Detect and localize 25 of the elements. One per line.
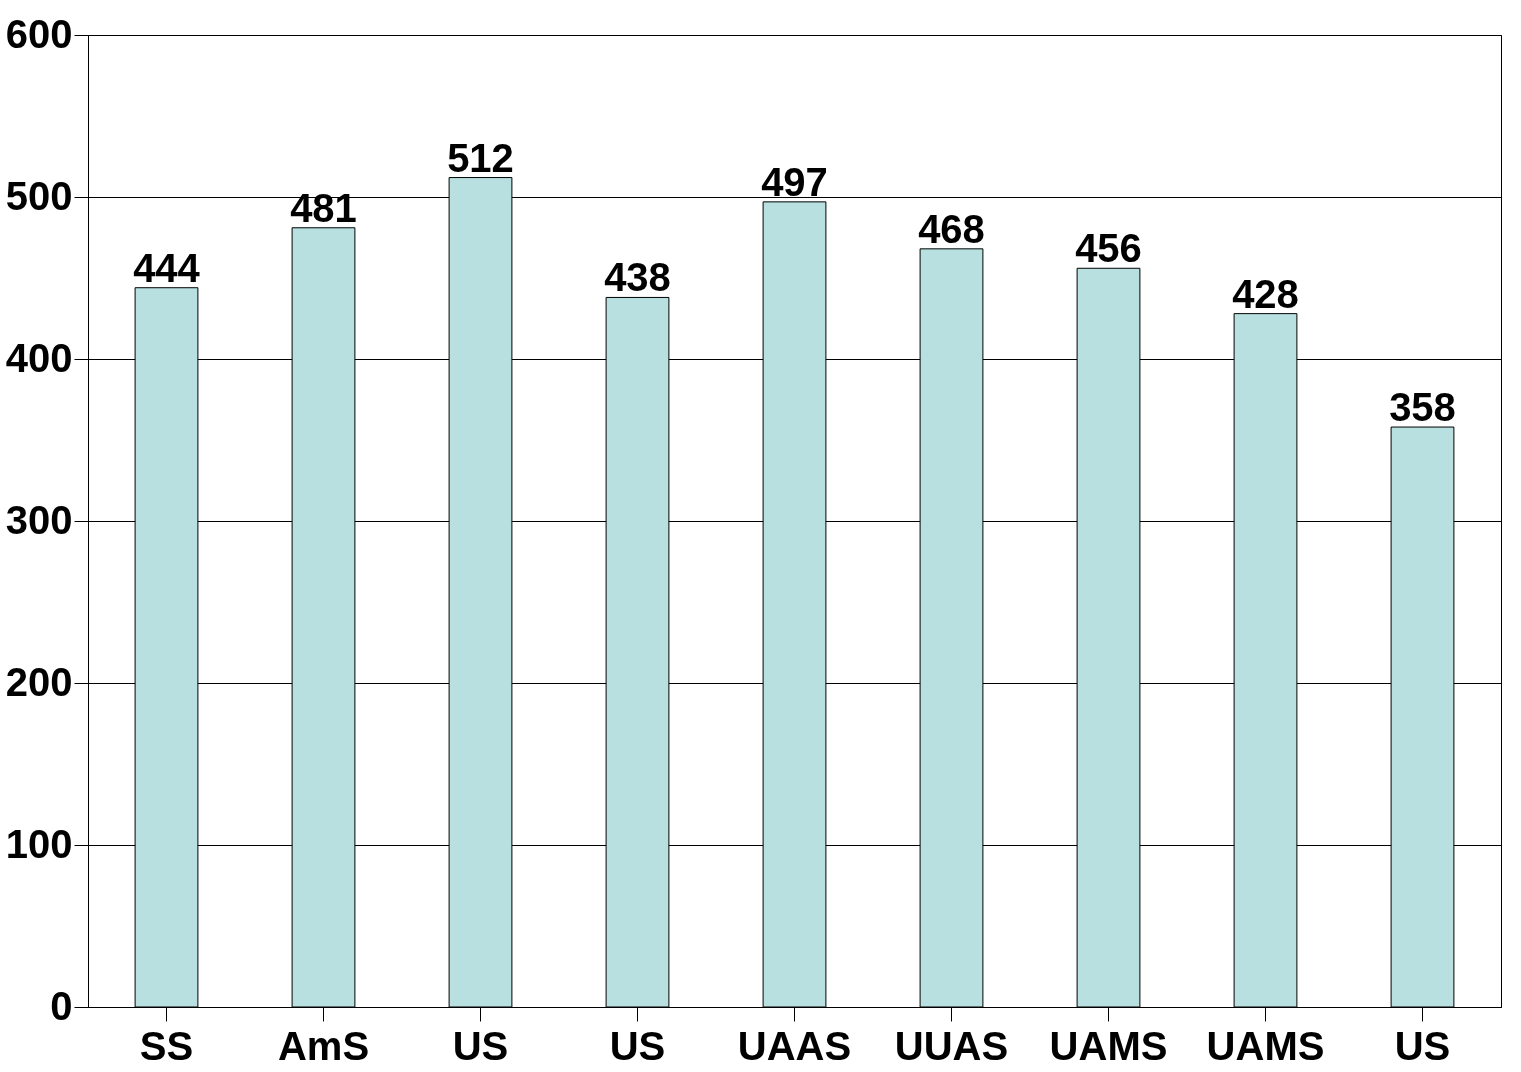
y-tick-label: 100	[5, 821, 73, 866]
x-tick-label: UAMS	[1049, 1023, 1168, 1068]
x-tick-label: UAAS	[737, 1023, 852, 1068]
x-tick-label: US	[1394, 1023, 1451, 1068]
data-label: 497	[761, 159, 828, 204]
x-tick-label: AmS	[277, 1023, 370, 1068]
y-tick-label: 0	[50, 983, 73, 1028]
x-tick-label: US	[452, 1023, 509, 1068]
data-label: 512	[447, 135, 514, 180]
x-tick-label: UUAS	[894, 1023, 1009, 1068]
y-tick-label: 500	[5, 173, 73, 218]
data-label: 468	[918, 206, 985, 251]
data-label: 428	[1232, 271, 1299, 316]
y-tick-label: 300	[5, 497, 73, 542]
data-label: 456	[1075, 226, 1142, 271]
x-tick-label: US	[609, 1023, 666, 1068]
data-label: 481	[290, 185, 357, 230]
y-tick-label: 400	[5, 335, 73, 380]
x-tick-label: UAMS	[1206, 1023, 1325, 1068]
data-label: 358	[1389, 385, 1456, 430]
y-tick-label: 200	[5, 659, 73, 704]
y-tick-label: 600	[5, 11, 73, 56]
data-label: 444	[133, 245, 201, 290]
data-label: 438	[604, 255, 671, 300]
x-tick-label: SS	[139, 1023, 194, 1068]
